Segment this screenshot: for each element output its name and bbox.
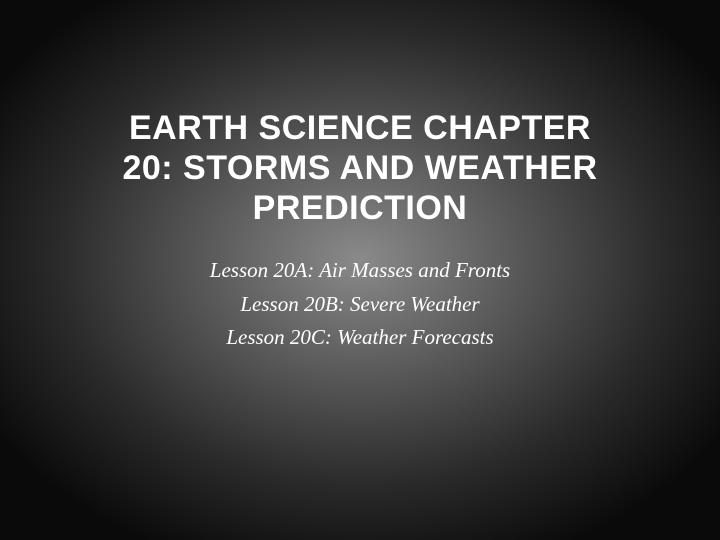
slide-title: Earth Science Chapter 20: Storms and Wea…	[100, 108, 620, 228]
lesson-line: Lesson 20B: Severe Weather	[240, 290, 479, 319]
subtitle-group: Lesson 20A: Air Masses and Fronts Lesson…	[210, 256, 510, 352]
slide: Earth Science Chapter 20: Storms and Wea…	[0, 0, 720, 540]
lesson-line: Lesson 20C: Weather Forecasts	[226, 323, 493, 352]
lesson-line: Lesson 20A: Air Masses and Fronts	[210, 256, 510, 285]
